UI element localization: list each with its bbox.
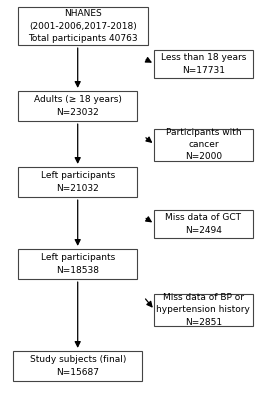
Text: Less than 18 years
N=17731: Less than 18 years N=17731 bbox=[161, 54, 246, 74]
FancyBboxPatch shape bbox=[13, 351, 142, 381]
FancyBboxPatch shape bbox=[154, 129, 253, 161]
FancyBboxPatch shape bbox=[18, 91, 137, 121]
FancyBboxPatch shape bbox=[154, 294, 253, 326]
Text: Miss data of BP or
hypertension history
N=2851: Miss data of BP or hypertension history … bbox=[156, 293, 250, 327]
Text: Left participants
N=18538: Left participants N=18538 bbox=[41, 254, 115, 274]
FancyBboxPatch shape bbox=[154, 210, 253, 238]
FancyBboxPatch shape bbox=[18, 249, 137, 279]
FancyBboxPatch shape bbox=[18, 167, 137, 197]
Text: Miss data of GCT
N=2494: Miss data of GCT N=2494 bbox=[165, 214, 241, 234]
Text: NHANES
(2001-2006,2017-2018)
Total participants 40763: NHANES (2001-2006,2017-2018) Total parti… bbox=[28, 9, 138, 43]
Text: Participants with
cancer
N=2000: Participants with cancer N=2000 bbox=[166, 128, 241, 162]
FancyBboxPatch shape bbox=[154, 50, 253, 78]
Text: Adults (≥ 18 years)
N=23032: Adults (≥ 18 years) N=23032 bbox=[34, 96, 122, 116]
FancyBboxPatch shape bbox=[18, 7, 148, 45]
Text: Study subjects (final)
N=15687: Study subjects (final) N=15687 bbox=[30, 356, 126, 376]
Text: Left participants
N=21032: Left participants N=21032 bbox=[41, 172, 115, 192]
